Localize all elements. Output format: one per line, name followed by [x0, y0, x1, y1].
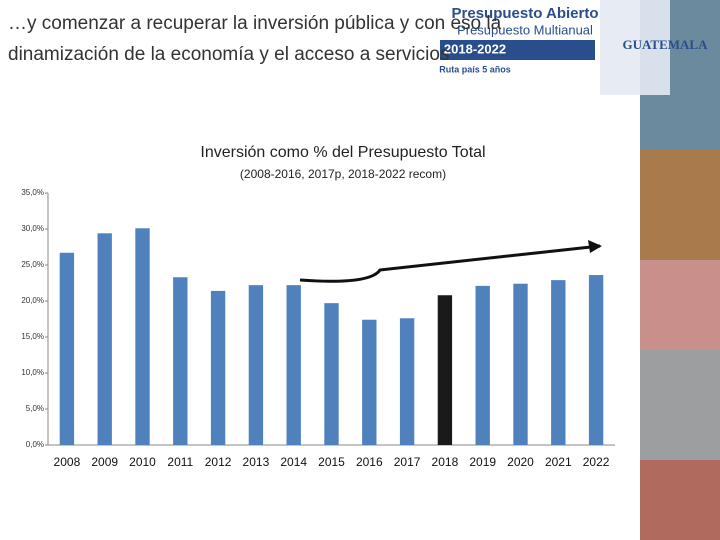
x-tick-label: 2013 [243, 455, 270, 469]
bar [135, 228, 150, 445]
logo-tagline: Ruta país 5 años [439, 64, 511, 74]
bar [475, 285, 490, 445]
logo-period: 2018-2022 [444, 41, 506, 56]
trend-arrow [299, 244, 601, 283]
bar [588, 275, 604, 445]
x-tick-label: 2012 [205, 455, 232, 469]
bar [59, 252, 75, 445]
chart-subtitle: (2008-2016, 2017p, 2018-2022 recom) [240, 167, 446, 181]
bar [399, 318, 415, 445]
x-tick-label: 2019 [469, 455, 496, 469]
slide-title: …y comenzar a recuperar la inversión púb… [8, 13, 502, 34]
bar [210, 290, 226, 445]
bar [362, 319, 377, 445]
photo [640, 150, 720, 260]
x-tick-label: 2017 [394, 455, 421, 469]
bar [97, 233, 112, 445]
bar [437, 295, 453, 445]
y-tick-label: 20,0% [21, 296, 44, 305]
y-tick-label: 5,0% [26, 404, 44, 413]
x-tick-label: 2018 [432, 455, 459, 469]
y-tick-label: 0,0% [26, 440, 44, 449]
y-tick-label: 15,0% [21, 332, 44, 341]
x-tick-label: 2014 [280, 455, 307, 469]
logo-band [440, 40, 595, 60]
x-tick-label: 2015 [318, 455, 345, 469]
bar [324, 303, 339, 445]
y-tick-label: 10,0% [21, 368, 44, 377]
y-tick-label: 35,0% [21, 188, 44, 197]
logo-country: GUATEMALA [623, 37, 709, 52]
y-tick-label: 30,0% [21, 224, 44, 233]
logo-subtitle: Presupuesto Multianual [457, 22, 593, 37]
chart-title: Inversión como % del Presupuesto Total [200, 144, 485, 161]
bar [248, 285, 264, 445]
x-tick-label: 2021 [545, 455, 572, 469]
x-tick-label: 2010 [129, 455, 156, 469]
photo [640, 350, 720, 460]
arrow-head [588, 240, 602, 253]
bar [551, 280, 566, 445]
x-tick-label: 2011 [167, 455, 193, 469]
x-tick-label: 2022 [583, 455, 610, 469]
bar [173, 277, 188, 445]
x-tick-label: 2020 [507, 455, 534, 469]
x-tick-label: 2016 [356, 455, 383, 469]
logo-bg [600, 0, 670, 95]
x-tick-label: 2008 [54, 455, 81, 469]
x-tick-label: 2009 [91, 455, 118, 469]
bar [286, 285, 301, 445]
y-tick-label: 25,0% [21, 260, 44, 269]
logo-brand: Presupuesto Abierto [452, 5, 599, 22]
photo [640, 460, 720, 540]
bar [513, 283, 528, 445]
slide-title: dinamización de la economía y el acceso … [8, 44, 449, 65]
photo [640, 260, 720, 350]
